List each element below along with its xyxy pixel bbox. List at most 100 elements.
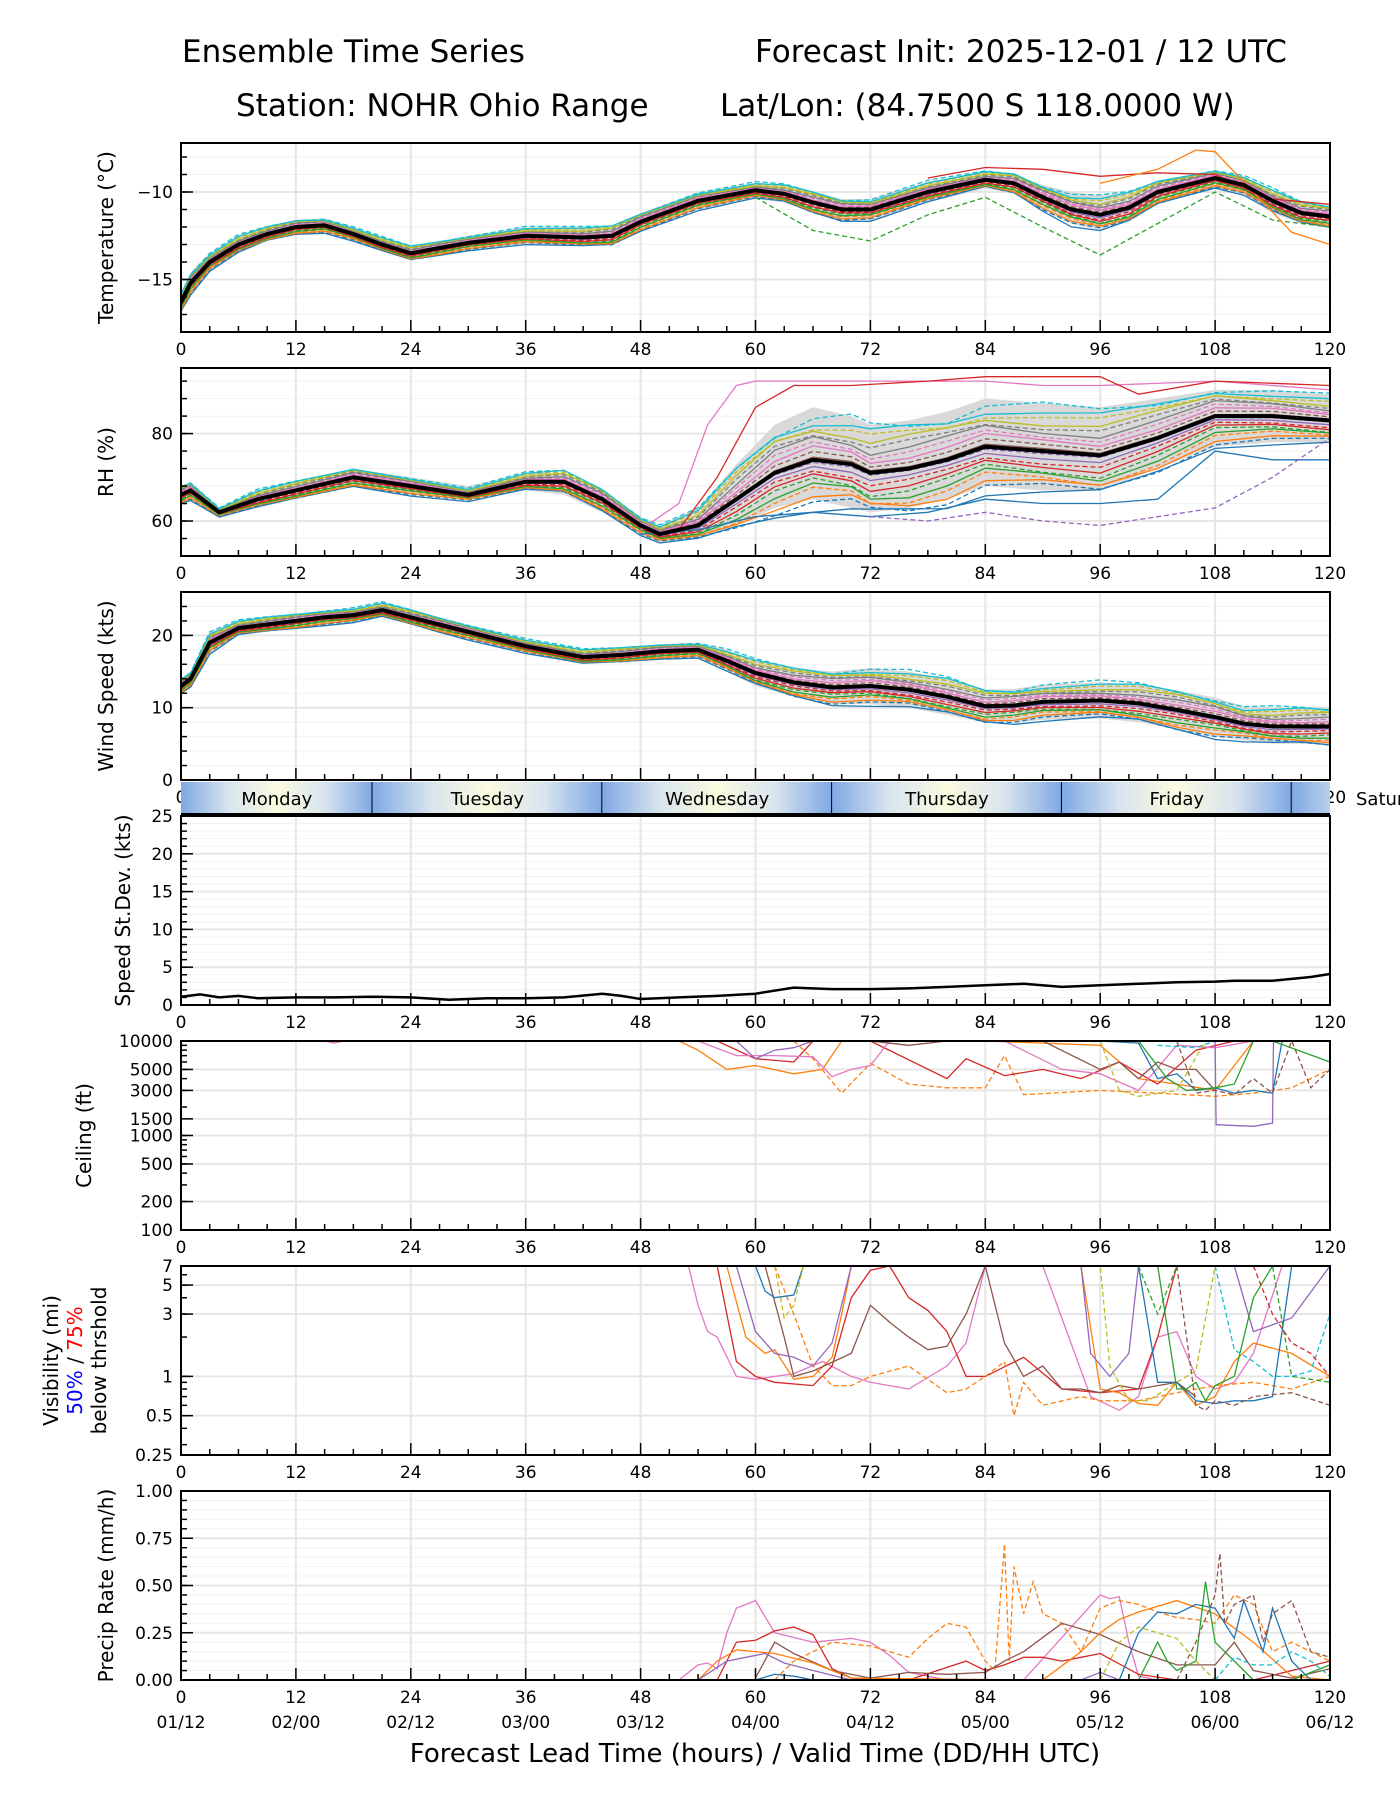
x-tick-label: 108 bbox=[1199, 1463, 1231, 1483]
member-line bbox=[181, 407, 1330, 533]
x-tick-label: 108 bbox=[1199, 564, 1231, 584]
x-tick-label: 96 bbox=[1089, 1013, 1111, 1033]
valid-time-label: 05/12 bbox=[1076, 1713, 1125, 1733]
x-tick-label: 120 bbox=[1314, 1013, 1346, 1033]
member-line bbox=[181, 392, 1330, 528]
day-label: Saturday bbox=[1356, 789, 1400, 810]
member-orange-dashed-line bbox=[774, 1543, 1330, 1680]
y-tick-label: 0 bbox=[162, 996, 173, 1016]
member-pink-line bbox=[640, 380, 1330, 531]
member-blue-line bbox=[754, 1266, 1311, 1405]
member-red-dashed-line bbox=[1252, 1266, 1330, 1377]
threshold-label: 50% / 75% bbox=[63, 1306, 87, 1414]
member-cyan-dashed-line bbox=[1157, 1041, 1254, 1049]
x-tick-label: 24 bbox=[400, 1688, 422, 1708]
member-line bbox=[181, 403, 1330, 532]
x-tick-label: 120 bbox=[1314, 564, 1346, 584]
x-tick-label: 24 bbox=[400, 340, 422, 360]
x-tick-label: 36 bbox=[515, 340, 537, 360]
ensemble-mean-line bbox=[181, 608, 1330, 729]
label-separator: / bbox=[63, 1351, 87, 1370]
x-tick-label: 24 bbox=[400, 564, 422, 584]
x-tick-label: 108 bbox=[1199, 1688, 1231, 1708]
day-segment bbox=[832, 782, 1062, 814]
day-label: Tuesday bbox=[450, 789, 525, 810]
member-line bbox=[181, 395, 1330, 529]
x-tick-label: 96 bbox=[1089, 564, 1111, 584]
x-tick-label: 48 bbox=[630, 1463, 652, 1483]
member-line bbox=[181, 185, 1330, 312]
member-orange-dashed-line bbox=[774, 1266, 1330, 1416]
day-segment bbox=[181, 782, 373, 814]
member-line bbox=[181, 614, 1330, 746]
member-line bbox=[181, 601, 1330, 712]
ensemble-mean-line bbox=[181, 175, 1330, 304]
member-purple-line bbox=[735, 1266, 1330, 1378]
x-tick-label: 72 bbox=[860, 1013, 882, 1033]
member-brown-dashed-line bbox=[1176, 1041, 1330, 1096]
station-latlon: Lat/Lon: (84.7500 S 118.0000 W) bbox=[720, 88, 1235, 124]
day-segment bbox=[1291, 782, 1330, 814]
member-green-line bbox=[1157, 1266, 1274, 1403]
y-tick-label: 1.00 bbox=[135, 1482, 173, 1502]
x-tick-label: 108 bbox=[1199, 1238, 1231, 1258]
day-label: Friday bbox=[1150, 789, 1205, 810]
y-axis-label: Precip Rate (mm/h) bbox=[94, 1489, 118, 1683]
y-tick-label: 10 bbox=[151, 920, 173, 940]
x-tick-label: 0 bbox=[176, 1463, 187, 1483]
member-brown-dashed-line bbox=[1176, 1553, 1330, 1680]
y-tick-label: 0.00 bbox=[135, 1671, 173, 1691]
plot-area bbox=[687, 1266, 1330, 1416]
x-tick-label: 0 bbox=[176, 1013, 187, 1033]
x-tick-label: 24 bbox=[400, 1238, 422, 1258]
x-tick-label: 84 bbox=[974, 1463, 996, 1483]
label-75-percent: 75% bbox=[63, 1306, 87, 1350]
plot-area bbox=[181, 376, 1330, 544]
member-line bbox=[181, 426, 1330, 539]
member-line bbox=[181, 170, 1330, 295]
station-name: Station: NOHR Ohio Range bbox=[236, 88, 649, 124]
member-line bbox=[181, 173, 1330, 299]
x-tick-label: 96 bbox=[1089, 1688, 1111, 1708]
y-tick-label: 25 bbox=[151, 807, 173, 827]
valid-time-label: 04/00 bbox=[731, 1713, 780, 1733]
member-pink-line bbox=[697, 1041, 1330, 1092]
y-tick-label: 60 bbox=[151, 512, 173, 532]
member-line bbox=[181, 607, 1330, 724]
y-tick-label: 5 bbox=[162, 1276, 173, 1296]
member-line bbox=[181, 423, 1330, 538]
y-tick-label: 1500 bbox=[130, 1110, 173, 1130]
member-pink-line bbox=[687, 1266, 1330, 1412]
y-tick-label: 200 bbox=[141, 1193, 173, 1213]
y-tick-label: 10000 bbox=[119, 1032, 173, 1052]
y-axis-label: Wind Speed (kts) bbox=[94, 600, 118, 771]
x-tick-label: 0 bbox=[176, 1688, 187, 1708]
x-tick-label: 12 bbox=[285, 1688, 307, 1708]
chart-title: Ensemble Time Series bbox=[182, 34, 525, 70]
member-line bbox=[181, 430, 1330, 540]
member-line bbox=[181, 421, 1330, 538]
x-tick-label: 60 bbox=[745, 1013, 767, 1033]
y-tick-label: 1 bbox=[162, 1367, 173, 1387]
valid-time-label: 03/12 bbox=[616, 1713, 665, 1733]
day-segment bbox=[1061, 782, 1292, 814]
spread-band bbox=[181, 171, 1330, 311]
day-segment bbox=[372, 782, 603, 814]
member-orange-dashed-line bbox=[793, 1041, 1330, 1097]
x-tick-label: 12 bbox=[285, 564, 307, 584]
member-green-dashed-line bbox=[755, 191, 1330, 256]
member-brown-line bbox=[764, 1266, 1197, 1398]
member-cyan-dashed-line bbox=[1214, 1650, 1330, 1680]
valid-time-label: 02/00 bbox=[271, 1713, 320, 1733]
x-tick-label: 84 bbox=[974, 1013, 996, 1033]
x-tick-label: 60 bbox=[745, 1463, 767, 1483]
stdev-line bbox=[181, 972, 1330, 1001]
x-tick-label: 60 bbox=[745, 340, 767, 360]
x-tick-label: 48 bbox=[630, 1688, 652, 1708]
x-tick-label: 24 bbox=[400, 1463, 422, 1483]
panel-speed-stdev: 0 12 24 36 48 60 72 84 96 108 120 0 5 10 15 20 25 Speed S… bbox=[111, 807, 1346, 1033]
panel-rh: 0 12 24 36 48 60 72 84 96 108 120 60 80 RH (%) bbox=[94, 367, 1346, 584]
x-tick-label: 120 bbox=[1314, 1238, 1346, 1258]
y-tick-label: 0 bbox=[162, 771, 173, 791]
